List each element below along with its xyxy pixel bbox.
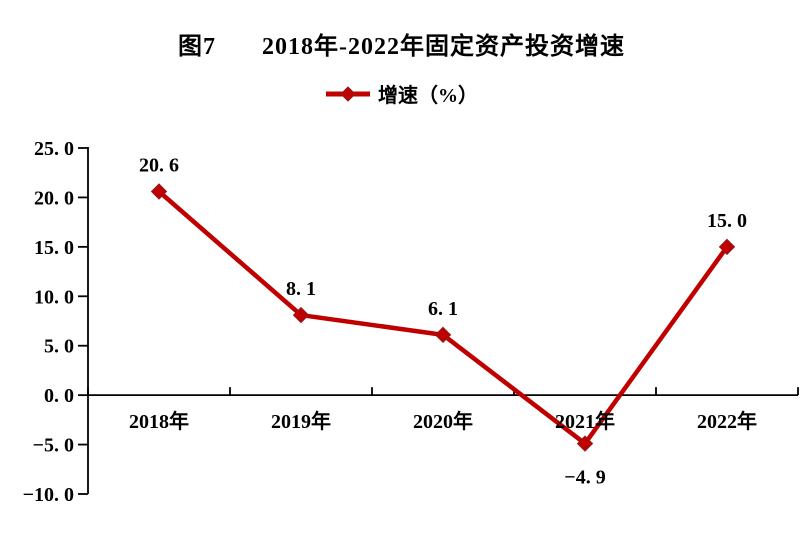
y-tick-label: 20. 0 — [34, 187, 74, 209]
data-point-label: 15. 0 — [707, 210, 747, 232]
data-point-label: −4. 9 — [564, 467, 605, 489]
x-axis-label: 2020年 — [413, 409, 473, 433]
y-tick-label: 25. 0 — [34, 138, 74, 160]
x-axis-label: 2019年 — [271, 409, 331, 433]
x-axis-label: 2021年 — [555, 409, 615, 433]
data-point-marker — [718, 238, 736, 256]
y-tick-label: −10. 0 — [23, 484, 74, 506]
y-tick-label: 0. 0 — [44, 385, 74, 407]
chart-title-text: 2018年-2022年固定资产投资增速 — [262, 34, 625, 60]
data-point-label: 20. 6 — [139, 154, 179, 176]
y-tick-label: 5. 0 — [44, 336, 74, 358]
y-tick-label: −5. 0 — [33, 435, 74, 457]
chart-title: 图7 2018年-2022年固定资产投资增速 — [0, 26, 803, 61]
data-point-marker — [150, 183, 168, 200]
data-point-marker — [434, 326, 452, 344]
data-point-marker — [576, 435, 594, 452]
legend: 增速（%） — [0, 79, 803, 108]
figure-number: 图7 — [178, 34, 216, 60]
x-axis-label: 2018年 — [129, 409, 189, 433]
legend-diamond-icon — [340, 85, 356, 102]
y-tick-label: 15. 0 — [34, 237, 74, 259]
data-point-marker — [292, 306, 310, 324]
data-point-label: 8. 1 — [286, 278, 316, 300]
legend-label: 增速（%） — [378, 85, 478, 107]
legend-line-diamond-icon — [326, 85, 370, 102]
y-tick-label: 10. 0 — [34, 286, 74, 308]
data-point-label: 6. 1 — [428, 298, 458, 320]
x-axis-label: 2022年 — [697, 409, 757, 433]
